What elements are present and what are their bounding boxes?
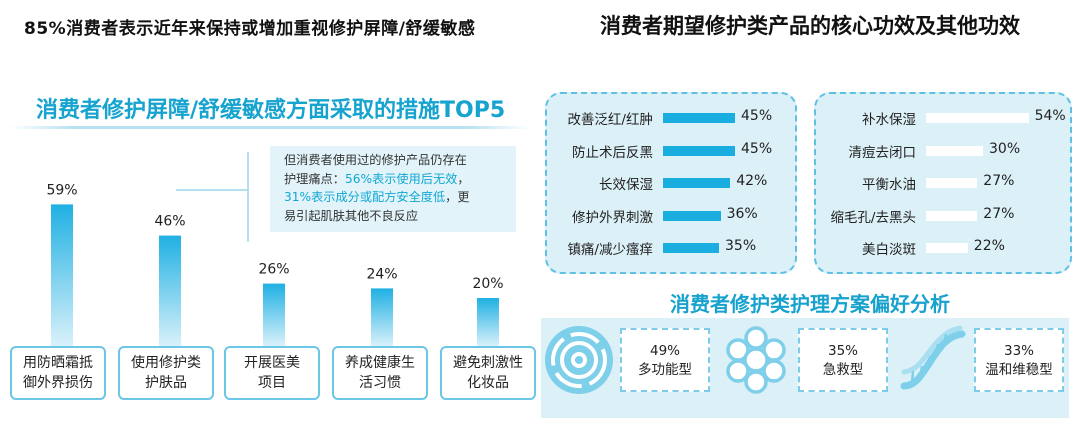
preference-box-gentle-stable: 33% 温和维稳型 (974, 328, 1064, 392)
core-efficacy-bar (663, 145, 735, 156)
other-efficacy-bar (926, 243, 968, 253)
subtitle-underline (10, 126, 530, 129)
other-efficacy-row: 美白淡斑 22% (816, 238, 1070, 258)
other-efficacy-value: 22% (973, 238, 1005, 254)
core-efficacy-value: 42% (736, 173, 768, 189)
callout-line-1: 但消费者使用过的修护产品仍存在 (284, 153, 467, 167)
preference-pct-emergency: 35% (827, 343, 858, 359)
other-efficacy-label: 美白淡斑 (862, 242, 916, 258)
core-efficacy-row: 镇痛/减少瘙痒 35% (547, 238, 795, 258)
preference-label-multifunction: 多功能型 (638, 362, 692, 378)
core-efficacy-label: 改善泛红/红肿 (567, 112, 653, 128)
other-efficacy-value: 27% (983, 205, 1015, 222)
other-efficacy-value: 27% (983, 173, 1015, 189)
callout-line-3: 31%表示成分或配方安全度低，更 (284, 190, 470, 204)
left-chart-subtitle: 消费者修护屏障/舒缓敏感方面采取的措施TOP5 (36, 98, 506, 123)
core-efficacy-label: 镇痛/减少瘙痒 (567, 242, 653, 258)
other-efficacy-row: 清痘去闭口 30% (816, 141, 1070, 161)
core-efficacy-value: 45% (741, 108, 773, 124)
other-efficacy-bar (926, 210, 978, 221)
bar-avoid-irritants (477, 298, 499, 346)
core-efficacy-row: 长效保湿 42% (547, 173, 795, 193)
other-efficacy-row: 缩毛孔/去黑头 27% (816, 206, 1070, 226)
other-efficacy-bar (926, 145, 983, 156)
other-efficacy-bar (926, 113, 1029, 123)
preference-subtitle: 消费者修护类护理方案偏好分析 (670, 292, 950, 316)
preference-label-emergency: 急救型 (822, 362, 864, 378)
other-efficacy-bar (926, 178, 978, 188)
core-efficacy-bar (663, 113, 735, 123)
concentric-rings-icon (545, 326, 613, 394)
bubble-cluster-icon (726, 326, 786, 394)
core-efficacy-value: 35% (725, 238, 757, 254)
other-efficacy-value: 30% (989, 140, 1021, 157)
bar-label-medical-aesthetics: 26% (258, 262, 289, 278)
core-efficacy-label: 长效保湿 (599, 177, 653, 193)
core-efficacy-panel: 改善泛红/红肿 45% 防止术后反黑 45% 长效保湿 42% 修护外界刺激 36% 镇痛/减少… (545, 92, 797, 274)
category-box-avoid-irritants: 避免刺激性 化妆品 (440, 346, 536, 400)
other-efficacy-row: 平衡水油 27% (816, 173, 1070, 193)
preference-pct-gentle-stable: 33% (1003, 343, 1034, 359)
category-box-medical-aesthetics: 开展医美 项目 (224, 346, 320, 400)
preference-box-multifunction: 49% 多功能型 (620, 328, 710, 392)
core-efficacy-row: 防止术后反黑 45% (547, 141, 795, 161)
bar-medical-aesthetics (263, 283, 285, 346)
preference-box-emergency: 35% 急救型 (798, 328, 888, 392)
category-box-healthy-habits: 养成健康生 活习惯 (332, 346, 428, 400)
other-efficacy-label: 补水保湿 (862, 112, 916, 128)
core-efficacy-row: 修护外界刺激 36% (547, 206, 795, 226)
core-efficacy-bar (663, 210, 721, 221)
category-box-sunscreen: 用防晒霜抵 御外界损伤 (10, 346, 106, 400)
other-efficacy-label: 缩毛孔/去黑头 (830, 209, 916, 226)
other-efficacy-panel: 补水保湿 54% 清痘去闭口 30% 平衡水油 27% 缩毛孔/去黑头 27% 美白淡斑 22% (814, 92, 1072, 274)
other-efficacy-label: 清痘去闭口 (848, 144, 917, 161)
callout-line-4: 易引起肌肤其他不良反应 (284, 208, 419, 223)
dna-helix-icon (900, 325, 966, 390)
bar-label-repair-skincare: 46% (154, 214, 185, 230)
core-efficacy-label: 防止术后反黑 (572, 144, 653, 161)
preference-label-gentle-stable: 温和维稳型 (985, 362, 1053, 378)
bar-label-avoid-irritants: 20% (472, 276, 503, 292)
bar-sunscreen (51, 204, 73, 346)
other-efficacy-label: 平衡水油 (862, 177, 916, 193)
callout-line-2: 护理痛点：56%表示使用后无效， (284, 171, 470, 186)
category-box-repair-skincare: 使用修护类 护肤品 (118, 346, 214, 400)
core-efficacy-bar (663, 178, 731, 188)
bar-healthy-habits (371, 288, 393, 346)
bar-repair-skincare (159, 235, 181, 346)
preference-pct-multifunction: 49% (649, 343, 680, 359)
other-efficacy-row: 补水保湿 54% (816, 108, 1070, 128)
core-efficacy-label: 修护外界刺激 (572, 209, 653, 226)
core-efficacy-value: 36% (726, 205, 758, 222)
pain-point-callout: 但消费者使用过的修护产品仍存在 护理痛点：56%表示使用后无效， 31%表示成分… (270, 146, 516, 232)
core-efficacy-row: 改善泛红/红肿 45% (547, 108, 795, 128)
bar-label-sunscreen: 59% (46, 182, 77, 198)
core-efficacy-value: 45% (741, 140, 773, 157)
callout-connector (176, 152, 249, 242)
other-efficacy-value: 54% (1034, 108, 1066, 124)
core-efficacy-bar (663, 243, 719, 253)
left-title: 85%消费者表示近年来保持或增加重视修护屏障/舒缓敏感 (24, 19, 476, 39)
right-title: 消费者期望修护类产品的核心功效及其他功效 (600, 14, 1020, 38)
bar-label-healthy-habits: 24% (366, 266, 397, 282)
left-bar-chart: 59% 46% 26% 24% 20% (46, 152, 504, 346)
